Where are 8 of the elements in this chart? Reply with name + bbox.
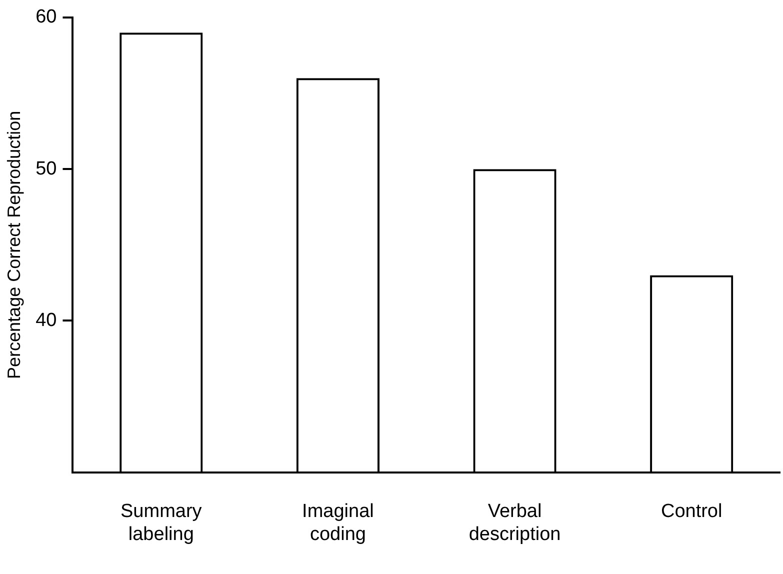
x-tick-label: Verbal description (468, 501, 561, 545)
x-tick-label: Control (660, 501, 722, 522)
y-tick-label: 50 (36, 158, 57, 180)
y-tick-label: 60 (36, 6, 57, 28)
x-tick-label: Summary labeling (120, 501, 202, 545)
x-tick-label: Imaginal coding (302, 501, 374, 545)
y-tick-label: 40 (36, 310, 57, 331)
y-axis-title: Percentage Correct Reproduction (4, 110, 24, 379)
